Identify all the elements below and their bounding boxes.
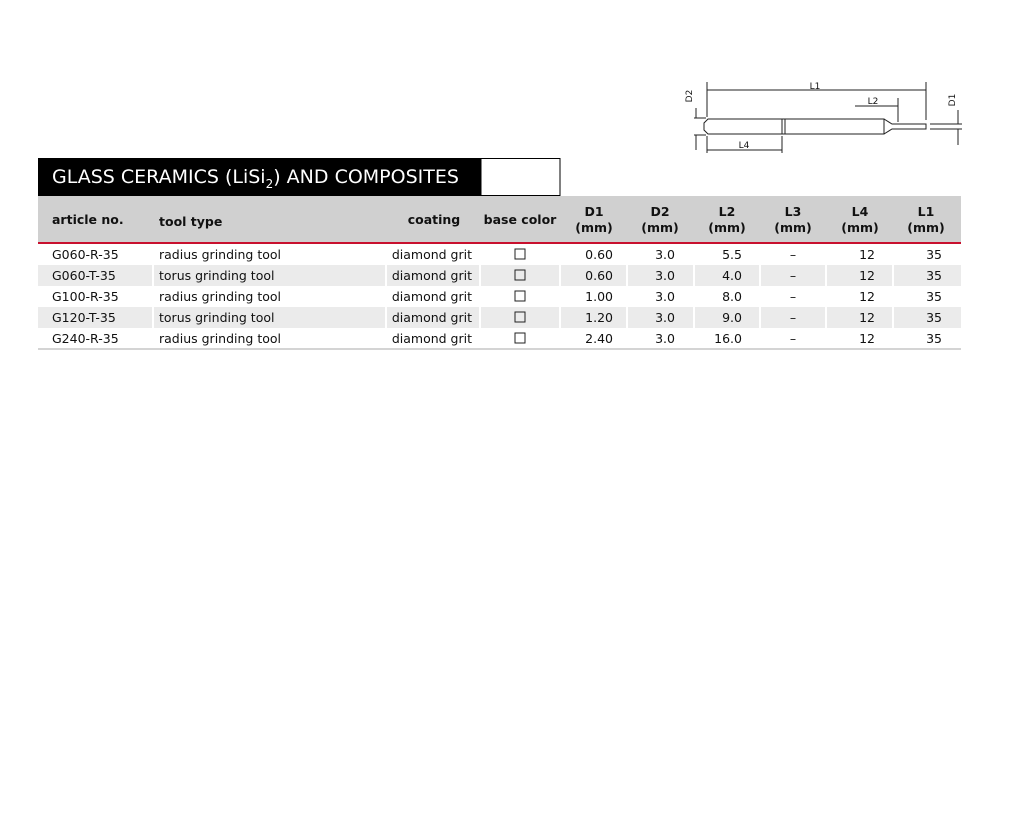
cell: diamond grit <box>391 310 472 325</box>
header-unit: (mm) <box>907 220 945 235</box>
cell: 1.20 <box>585 310 613 325</box>
cell: G120-T-35 <box>52 310 116 325</box>
header-name: L2 <box>718 204 736 219</box>
cell: – <box>789 289 797 304</box>
row-bg <box>38 244 961 265</box>
cell: 2.40 <box>585 331 613 346</box>
header-name: coating <box>407 212 461 227</box>
title-bar <box>38 158 481 196</box>
header-name: D2 <box>650 204 670 219</box>
cell: G100-R-35 <box>52 289 119 304</box>
cell: G060-T-35 <box>52 268 116 283</box>
cell: 35 <box>926 331 942 346</box>
dim-label: L1 <box>810 82 821 92</box>
cell: 8.0 <box>722 289 742 304</box>
diagram-labels: D2 L1 L2 D1 L4 <box>685 82 958 151</box>
cell: 12 <box>859 289 875 304</box>
cell: 35 <box>926 289 942 304</box>
cell: 3.0 <box>655 310 675 325</box>
row-bg <box>38 328 961 349</box>
tool-diagram <box>694 82 962 153</box>
color-swatch <box>514 332 526 344</box>
cell: 0.60 <box>585 247 613 262</box>
column-header: L3 (mm) <box>761 204 825 236</box>
color-swatch <box>514 290 526 302</box>
cell: 3.0 <box>655 247 675 262</box>
cell: 3.0 <box>655 268 675 283</box>
cell: – <box>789 247 797 262</box>
dim-label: L2 <box>868 97 879 107</box>
dim-label: D2 <box>685 90 695 103</box>
cell: torus grinding tool <box>159 268 275 283</box>
title-text: GLASS CERAMICS (LiSi <box>52 166 266 188</box>
header-unit: (mm) <box>841 220 879 235</box>
cell: 12 <box>859 331 875 346</box>
cell: 9.0 <box>722 310 742 325</box>
cell: G060-R-35 <box>52 247 119 262</box>
column-header: L1 (mm) <box>894 204 958 236</box>
column-header: tool type <box>159 214 379 230</box>
cell: diamond grit <box>391 268 472 283</box>
row-backgrounds <box>38 244 961 349</box>
cell: 35 <box>926 268 942 283</box>
header-name: L1 <box>917 204 935 219</box>
header-unit: (mm) <box>708 220 746 235</box>
row-bg <box>38 265 961 286</box>
color-swatch <box>514 269 526 281</box>
title-text: ) AND COMPOSITES <box>273 166 459 188</box>
column-header: base color <box>482 212 558 228</box>
cell: 4.0 <box>722 268 742 283</box>
column-header: L4 (mm) <box>828 204 892 236</box>
cell: – <box>789 268 797 283</box>
cell: 12 <box>859 310 875 325</box>
column-header: D2 (mm) <box>628 204 692 236</box>
cell: torus grinding tool <box>159 310 275 325</box>
color-swatch <box>514 248 526 260</box>
cell: – <box>789 310 797 325</box>
cell: radius grinding tool <box>159 247 281 262</box>
header-name: L3 <box>784 204 802 219</box>
cell: 12 <box>859 247 875 262</box>
header-name: base color <box>483 212 557 227</box>
cell: 16.0 <box>714 331 742 346</box>
cell: 35 <box>926 310 942 325</box>
header-name: D1 <box>584 204 604 219</box>
header-name: article no. <box>52 212 124 227</box>
cell: 0.60 <box>585 268 613 283</box>
cell: – <box>789 331 797 346</box>
header-name: L4 <box>851 204 869 219</box>
header-name: tool type <box>159 214 223 229</box>
cell: diamond grit <box>391 289 472 304</box>
column-header: L2 (mm) <box>695 204 759 236</box>
cell: 12 <box>859 268 875 283</box>
row-bg <box>38 307 961 328</box>
dim-label: L4 <box>739 141 750 151</box>
color-swatch <box>514 311 526 323</box>
dim-label: D1 <box>948 94 958 107</box>
cell: 5.5 <box>722 247 742 262</box>
column-header: coating <box>400 212 468 228</box>
title: GLASS CERAMICS (LiSi2) AND COMPOSITES <box>52 166 459 191</box>
cell: diamond grit <box>391 331 472 346</box>
header-unit: (mm) <box>575 220 613 235</box>
cell: G240-R-35 <box>52 331 119 346</box>
cell: 35 <box>926 247 942 262</box>
column-header: D1 (mm) <box>562 204 626 236</box>
cell: diamond grit <box>391 247 472 262</box>
column-header: article no. <box>52 212 152 228</box>
cell: 3.0 <box>655 331 675 346</box>
header-unit: (mm) <box>774 220 812 235</box>
cell: 3.0 <box>655 289 675 304</box>
row-bg <box>38 286 961 307</box>
header-band <box>38 196 961 242</box>
cell: radius grinding tool <box>159 331 281 346</box>
cell: radius grinding tool <box>159 289 281 304</box>
cell: 1.00 <box>585 289 613 304</box>
title-box <box>480 158 561 196</box>
header-unit: (mm) <box>641 220 679 235</box>
title-sub: 2 <box>265 176 274 191</box>
